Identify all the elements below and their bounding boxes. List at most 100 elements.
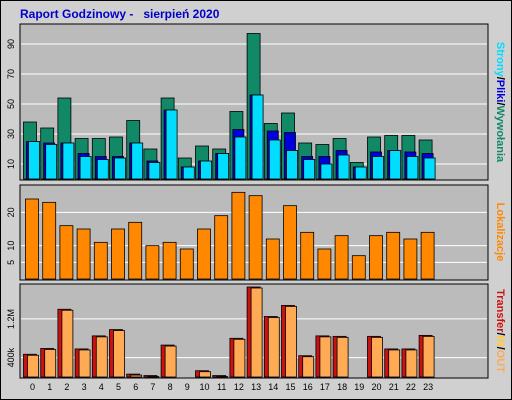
x-tick-label: 8: [168, 382, 173, 392]
bar-out: [302, 356, 315, 378]
bar-wywolania: [268, 139, 281, 180]
bar-wywolania: [131, 142, 144, 180]
legend-separator: /: [494, 333, 506, 336]
bar-lokalizacje: [283, 205, 297, 280]
x-tick-label: 2: [64, 382, 69, 392]
bar-lokalizacje: [420, 231, 435, 280]
x-tick-label: 10: [199, 382, 209, 392]
x-tick-label: 14: [268, 382, 278, 392]
legend-entry: OUT: [494, 350, 506, 374]
bar-lokalizacje: [317, 248, 332, 280]
bar-wywolania: [389, 150, 402, 180]
bar-lokalizacje: [162, 241, 177, 280]
x-tick-label: 11: [217, 382, 226, 392]
bar-out: [250, 287, 263, 378]
bar-lokalizacje: [248, 195, 263, 280]
bar-out: [267, 317, 280, 378]
legend-separator: /: [494, 77, 506, 80]
bar-wywolania: [79, 156, 92, 180]
legend-separator: /: [494, 347, 506, 350]
bar-out: [422, 335, 435, 378]
x-tick-label: 7: [150, 382, 155, 392]
bar-wywolania: [354, 166, 367, 180]
bar-out: [199, 371, 211, 378]
bar-wywolania: [251, 94, 264, 180]
bar-lokalizacje: [59, 225, 74, 280]
y-tick-label: 400k: [6, 347, 16, 367]
legend-entry: Strony: [494, 42, 506, 78]
bar-wywolania: [337, 154, 350, 180]
x-tick-label: 0: [30, 382, 35, 392]
legend-top: Strony/Pliki/Wywołania: [494, 42, 506, 163]
bar-lokalizacje: [42, 201, 57, 280]
legend-entry: IN: [494, 336, 506, 347]
bar-wywolania: [165, 109, 178, 180]
bar-lokalizacje: [369, 235, 383, 280]
bar-out: [44, 349, 57, 378]
bar-out: [61, 309, 74, 378]
legend-entry: Wywołania: [494, 105, 506, 163]
bar-wywolania: [372, 156, 384, 180]
x-tick-label: 1: [47, 382, 52, 392]
bar-lokalizacje: [214, 215, 229, 280]
bar-wywolania: [423, 157, 436, 180]
bar-wywolania: [286, 150, 298, 180]
y-tick-label: 50: [6, 99, 16, 109]
y-tick-label: 20: [6, 207, 16, 217]
y-tick-label: 70: [6, 69, 16, 79]
x-tick-label: 3: [82, 382, 87, 392]
bar-lokalizacje: [179, 248, 194, 280]
page-title: Raport Godzinowy - sierpień 2020: [20, 7, 220, 21]
legend-separator: /: [494, 102, 506, 105]
legend-mid: Lokalizacje: [494, 203, 506, 262]
legend-entry: Pliki: [494, 80, 506, 103]
legend-entry: Transfer: [494, 289, 506, 333]
bar-lokalizacje: [25, 198, 39, 280]
x-tick-label: 16: [303, 382, 313, 392]
bar-wywolania: [200, 160, 212, 180]
bar-out: [233, 338, 246, 378]
x-tick-label: 22: [406, 382, 416, 392]
bar-wywolania: [320, 163, 333, 180]
bar-lokalizacje: [351, 255, 366, 280]
bar-wywolania: [234, 136, 247, 180]
x-tick-label: 15: [285, 382, 295, 392]
x-tick-label: 20: [371, 382, 381, 392]
bar-wywolania: [28, 141, 40, 180]
bar-lokalizacje: [128, 221, 143, 280]
y-tick-label: 1.2M: [6, 309, 16, 329]
bar-out: [113, 330, 125, 378]
y-tick-label: 10: [6, 159, 16, 169]
x-tick-label: 17: [320, 382, 330, 392]
bar-wywolania: [182, 166, 195, 180]
bar-out: [319, 336, 332, 378]
bar-lokalizacje: [403, 238, 418, 280]
bar-wywolania: [62, 142, 75, 180]
bar-lokalizacje: [76, 228, 91, 280]
x-tick-label: 23: [423, 382, 433, 392]
y-tick-label: 30: [6, 129, 16, 139]
bar-wywolania: [217, 153, 230, 180]
bar-out: [27, 354, 39, 378]
x-tick-label: 4: [99, 382, 104, 392]
bar-out: [285, 305, 297, 378]
bar-out: [95, 336, 108, 378]
bar-lokalizacje: [145, 245, 160, 280]
bar-wywolania: [303, 159, 316, 180]
bar-lokalizacje: [111, 228, 125, 280]
bar-out: [405, 349, 418, 378]
bar-lokalizacje: [300, 231, 315, 280]
bar-out: [78, 349, 91, 378]
bar-lokalizacje: [231, 191, 246, 280]
bar-out: [336, 336, 349, 378]
bar-lokalizacje: [265, 238, 280, 280]
bar-lokalizacje: [334, 235, 349, 280]
legend-bottom: Transfer/IN/OUT: [494, 289, 506, 373]
legend-entry: Lokalizacje: [494, 203, 506, 262]
x-tick-label: 12: [234, 382, 244, 392]
bar-lokalizacje: [93, 241, 108, 280]
x-tick-label: 13: [251, 382, 261, 392]
x-tick-label: 5: [116, 382, 121, 392]
x-tick-label: 9: [185, 382, 190, 392]
